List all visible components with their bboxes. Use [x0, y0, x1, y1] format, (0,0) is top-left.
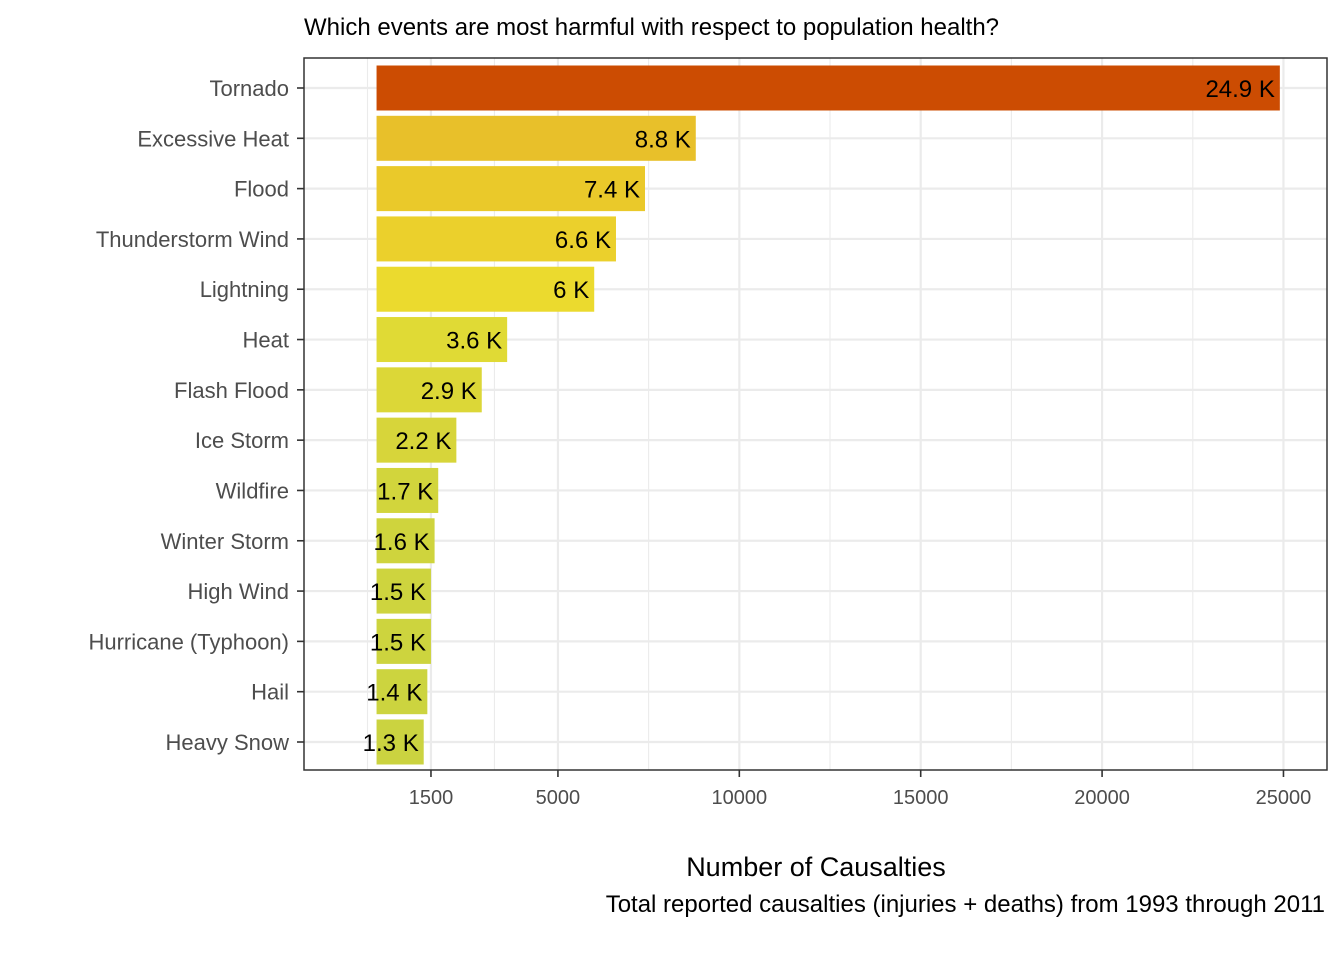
y-tick-label: High Wind: [188, 579, 289, 604]
bar: [376, 317, 508, 363]
bar: [376, 115, 696, 161]
y-tick-label: Heavy Snow: [165, 730, 289, 755]
y-tick-label: Winter Storm: [161, 529, 289, 554]
y-axis: Tornado Excessive Heat Flood Thunderstorm W…: [88, 76, 304, 755]
y-tick-label: Ice Storm: [195, 428, 289, 453]
x-tick-label: 10000: [712, 787, 768, 809]
x-axis-title: Number of Causalties: [686, 852, 946, 882]
bar-value-labels: 24.9 K 8.8 K 7.4 K 6.6 K 6 K 3.6 K 2.9 K 2.2 K 1…: [363, 76, 1275, 757]
bar-value-label: 1.6 K: [374, 529, 430, 556]
bar: [376, 618, 431, 664]
bar-value-label: 7.4 K: [584, 177, 640, 204]
bar-value-label: 3.6 K: [446, 328, 502, 355]
y-tick-label: Flash Flood: [174, 378, 289, 403]
y-tick-label: Tornado: [209, 76, 289, 101]
bar-value-label: 1.5 K: [370, 579, 426, 606]
bar: [376, 467, 439, 513]
bar: [376, 719, 424, 765]
x-tick-label: 1500: [409, 787, 454, 809]
bar-value-label: 6 K: [553, 277, 589, 304]
bar: [376, 166, 645, 212]
bar: [376, 669, 428, 715]
bar: [376, 568, 431, 614]
y-tick-label: Hail: [251, 680, 289, 705]
x-tick-label: 15000: [893, 787, 949, 809]
bar-value-label: 8.8 K: [635, 126, 691, 153]
bar-value-label: 2.2 K: [395, 428, 451, 455]
bar-value-label: 1.5 K: [370, 629, 426, 656]
bar: [376, 518, 435, 564]
bars: [376, 65, 1280, 765]
y-tick-label: Heat: [243, 328, 289, 353]
y-tick-label: Excessive Heat: [137, 126, 289, 151]
bar: [376, 216, 616, 262]
bar: [376, 266, 595, 312]
grid-lines: [304, 58, 1327, 770]
bar: [376, 417, 457, 463]
chart-title: Which events are most harmful with respe…: [304, 14, 999, 41]
y-tick-label: Hurricane (Typhoon): [88, 629, 289, 654]
bar-value-label: 24.9 K: [1205, 76, 1274, 103]
bar-value-label: 6.6 K: [555, 227, 611, 254]
x-tick-label: 5000: [536, 787, 581, 809]
y-tick-label: Wildfire: [216, 478, 289, 503]
x-tick-label: 25000: [1256, 787, 1312, 809]
bar: [376, 367, 482, 413]
chart-caption: Total reported causalties (injuries + de…: [606, 891, 1325, 918]
y-tick-label: Flood: [234, 177, 289, 202]
bar-value-label: 2.9 K: [421, 378, 477, 405]
bar: [376, 65, 1280, 111]
bar-value-label: 1.3 K: [363, 730, 419, 757]
panel-border: [303, 57, 1328, 771]
bar-value-label: 1.7 K: [377, 478, 433, 505]
bar-value-label: 1.4 K: [366, 680, 422, 707]
x-axis: 1500 5000 10000 15000 20000 25000: [409, 770, 1312, 809]
y-tick-label: Lightning: [200, 277, 289, 302]
x-tick-label: 20000: [1074, 787, 1130, 809]
y-tick-label: Thunderstorm Wind: [96, 227, 289, 252]
